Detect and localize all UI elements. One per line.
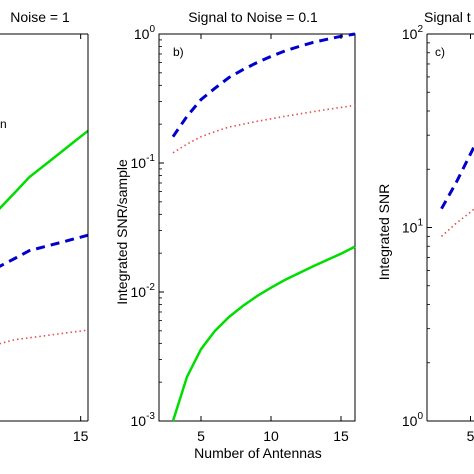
panel-a-series-dotted-line — [0, 329, 89, 345]
panel-b-x-ticks: 5 10 15 — [197, 34, 349, 444]
panel-a-x-tick-label: 15 — [73, 428, 89, 444]
panel-c-series-group — [440, 143, 474, 237]
panel-c-series-dotted-line — [440, 207, 474, 237]
panel-a-series-dashed-line — [0, 233, 89, 268]
panel-c-y-ticks: 100 101 102 — [402, 24, 432, 429]
panel-b-series-dotted-line — [172, 104, 356, 154]
panel-b-series-dashed-line — [171, 32, 356, 138]
panel-a-x-ticks: 015 — [73, 34, 89, 444]
panel-a: Noise = 1 n 015 — [0, 9, 89, 444]
panel-a-title: Noise = 1 — [10, 9, 70, 25]
panel-c-x-ticks: 5 — [467, 34, 474, 444]
panel-c: Signal t c) 5 100 101 102 Integrated SNR — [376, 9, 474, 444]
panel-b-x-tick-label: 5 — [197, 428, 205, 444]
panel-b-label: b) — [173, 45, 184, 59]
panel-a-series-solid-line — [0, 129, 89, 211]
panel-b-x-tick-label: 15 — [333, 428, 349, 444]
panel-c-series-dashed-line — [440, 143, 474, 210]
panel-b-series-group — [171, 32, 356, 422]
panel-b: Signal to Noise = 0.1 b) 5 10 15 10-310-21… — [114, 9, 356, 461]
panel-a-legend-fragment: n — [0, 117, 7, 131]
panel-b-y-label: Integrated SNR/sample — [114, 159, 130, 305]
panel-c-y-label: Integrated SNR — [376, 184, 392, 281]
panel-b-x-label: Number of Antennas — [194, 445, 322, 461]
panel-b-y-tick-label: 100 — [134, 24, 156, 42]
panel-b-x-tick-label: 10 — [263, 428, 279, 444]
panel-c-x-tick-label: 5 — [467, 428, 474, 444]
panel-c-y-tick-label: 100 — [402, 411, 424, 429]
panel-b-series-solid-line — [171, 245, 356, 422]
panel-b-y-ticks: 10-3 10-2 10-1 100 — [131, 24, 164, 429]
panel-c-y-tick-label: 101 — [402, 218, 424, 236]
panel-b-frame — [158, 33, 356, 422]
panel-a-series-group — [0, 129, 89, 345]
panel-b-y-tick-label: 10-3 — [131, 411, 156, 429]
panel-c-y-tick-label: 102 — [402, 24, 424, 42]
panel-b-title: Signal to Noise = 0.1 — [188, 9, 318, 25]
panel-c-title: Signal t — [424, 9, 471, 25]
panel-c-label: c) — [435, 45, 445, 59]
panel-b-y-tick-label: 10-2 — [131, 282, 156, 300]
panel-b-y-tick-label: 10-1 — [131, 153, 156, 171]
